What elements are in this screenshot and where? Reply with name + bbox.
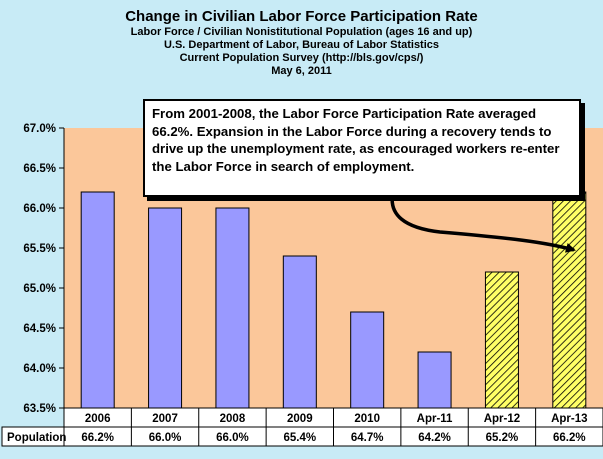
chart-title: Change in Civilian Labor Force Participa…: [125, 8, 478, 25]
chart-titles: Change in Civilian Labor Force Participa…: [0, 8, 603, 78]
y-tick-label: 65.0%: [23, 283, 56, 295]
bar-projected: [484, 271, 519, 409]
table-row-label: Population: [7, 432, 66, 444]
y-tick-label: 64.5%: [23, 323, 56, 335]
x-tick-label: Apr-12: [484, 413, 520, 425]
bar: [80, 191, 115, 409]
x-tick-label: Apr-11: [417, 413, 453, 425]
table-value: 66.2%: [553, 432, 586, 444]
table-value: 64.7%: [351, 432, 384, 444]
chart-subtitle-2: U.S. Department of Labor, Bureau of Labo…: [163, 39, 440, 51]
bar-projected: [552, 191, 587, 409]
x-tick-label: Apr-13: [551, 413, 587, 425]
y-tick-label: 66.5%: [23, 163, 56, 175]
data-table: Population 2006 66.2% 2007 66.0% 2008 66.0% 200…: [1, 407, 603, 447]
x-tick-label: 2009: [287, 413, 313, 425]
x-tick-label: 2007: [152, 413, 178, 425]
table-value: 66.0%: [216, 432, 249, 444]
annotation-arrow: [390, 191, 576, 253]
chart-subtitle-3: Current Population Survey (http://bls.go…: [179, 52, 424, 64]
x-tick-label: 2008: [220, 413, 246, 425]
table-value: 64.2%: [418, 432, 451, 444]
y-tick-label: 63.5%: [23, 403, 56, 415]
table-value: 65.4%: [284, 432, 317, 444]
y-axis: 63.5% 64.0% 64.5% 65.0% 65.5% 66.0% 66.5% 67.0%: [23, 123, 65, 415]
bar: [350, 311, 385, 409]
chart-subtitle-1: Labor Force / Civilian Nonistitutional P…: [130, 26, 473, 38]
x-tick-label: 2010: [354, 413, 380, 425]
bar: [215, 207, 250, 409]
table-value: 66.0%: [149, 432, 182, 444]
bar: [417, 351, 452, 409]
bars-group: [80, 191, 587, 409]
chart-subtitle-4: May 6, 2011: [271, 65, 332, 77]
table-value: 66.2%: [81, 432, 114, 444]
bar: [282, 255, 317, 409]
bar: [148, 207, 183, 409]
annotation-callout: From 2001-2008, the Labor Force Particip…: [143, 99, 581, 197]
y-tick-label: 64.0%: [23, 363, 56, 375]
y-tick-label: 66.0%: [23, 203, 56, 215]
table-value: 65.2%: [486, 432, 519, 444]
x-tick-label: 2006: [85, 413, 111, 425]
y-tick-label: 65.5%: [23, 243, 56, 255]
value-row: [1, 426, 603, 447]
y-tick-label: 67.0%: [23, 123, 56, 135]
